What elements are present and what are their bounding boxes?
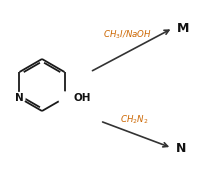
Text: M: M: [177, 21, 189, 34]
Text: CH$_2$N$_2$: CH$_2$N$_2$: [120, 114, 148, 127]
Text: N: N: [15, 93, 24, 103]
Text: N: N: [176, 141, 186, 154]
Text: CH$_3$I/NaOH: CH$_3$I/NaOH: [103, 29, 152, 41]
Circle shape: [14, 92, 25, 103]
Text: OH: OH: [74, 93, 91, 103]
Circle shape: [59, 92, 71, 104]
